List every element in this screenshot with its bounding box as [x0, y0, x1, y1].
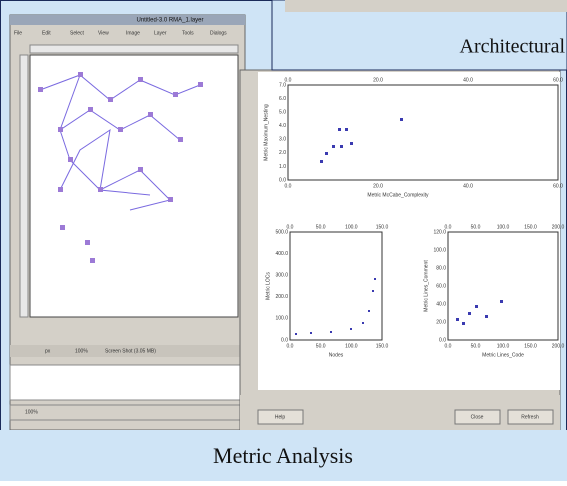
y-tick-label: 0.0 [439, 337, 446, 343]
y-tick-label: 0.0 [281, 337, 288, 343]
x-axis-label: Nodes [329, 352, 344, 358]
x-tick-label: 100.0 [345, 343, 358, 349]
top-label: Architectural [460, 36, 566, 58]
menu-item: Edit [42, 30, 51, 36]
y-tick-label: 100.0 [433, 247, 446, 253]
toolbar-strip [285, 0, 567, 12]
x-tick-label: 20.0 [373, 183, 383, 189]
x-tick-label: 0.0 [445, 343, 452, 349]
x-tick-label: 50.0 [316, 343, 326, 349]
x-axis-label: Metric Lines_Code [482, 352, 524, 358]
y-tick-label: 120.0 [433, 229, 446, 235]
x-tick-label: 0.0 [285, 183, 292, 189]
y-tick-label: 2.0 [279, 150, 286, 156]
button-label: Help [275, 414, 286, 420]
status-text: 100% [75, 348, 88, 354]
y-axis-label: Metric Lines_Comment [423, 260, 429, 312]
menu-item: Layer [154, 30, 167, 36]
y-tick-label: 40.0 [436, 301, 446, 307]
y-axis-label: Metric LOCs [265, 272, 271, 300]
x-tick-label: 40.0 [463, 183, 473, 189]
status-text: Screen Shot (3.05 MB) [105, 348, 156, 354]
y-tick-label: 4.0 [279, 123, 286, 129]
y-tick-label: 100.0 [275, 316, 288, 322]
x-tick-label: 150.0 [524, 343, 537, 349]
menu-item: Image [126, 30, 140, 36]
screenshot: Untitled-3.0 RMA_1.layer File Edit Select V… [0, 0, 567, 481]
x-tick-label: 100.0 [497, 224, 510, 230]
menu-item: Tools [182, 30, 194, 36]
y-axis-label: Metric Maximum_Nesting [263, 104, 269, 161]
button-label: Refresh [521, 414, 539, 420]
right-window [240, 70, 560, 430]
left-window: Untitled-3.0 RMA_1.layer [10, 15, 245, 430]
window-title: Untitled-3.0 RMA_1.layer [136, 18, 203, 24]
x-tick-label: 50.0 [316, 224, 326, 230]
y-tick-label: 6.0 [279, 96, 286, 102]
x-tick-label: 0.0 [287, 343, 294, 349]
y-tick-label: 0.0 [279, 177, 286, 183]
x-tick-label: 150.0 [524, 224, 537, 230]
x-tick-label: 60.0 [553, 77, 563, 83]
y-tick-label: 200.0 [275, 294, 288, 300]
x-tick-label: 200.0 [552, 224, 565, 230]
x-tick-label: 20.0 [373, 77, 383, 83]
y-tick-label: 400.0 [275, 251, 288, 257]
status-text: px [45, 348, 51, 354]
x-tick-label: 100.0 [345, 224, 358, 230]
y-tick-label: 5.0 [279, 109, 286, 115]
x-tick-label: 150.0 [376, 343, 389, 349]
y-tick-label: 300.0 [275, 273, 288, 279]
y-tick-label: 1.0 [279, 164, 286, 170]
y-tick-label: 500.0 [275, 229, 288, 235]
menu-item: View [98, 30, 109, 36]
y-tick-label: 20.0 [436, 319, 446, 325]
x-tick-label: 200.0 [552, 343, 565, 349]
menu-item: Select [70, 30, 85, 36]
x-tick-label: 50.0 [471, 343, 481, 349]
y-tick-label: 80.0 [436, 265, 446, 271]
menu-item: File [14, 30, 22, 36]
zoom-field: 100% [25, 409, 38, 415]
menu-item: Dialogs [210, 30, 227, 36]
x-tick-label: 60.0 [553, 183, 563, 189]
bottom-label: Metric Analysis [213, 443, 353, 468]
x-axis-label: Metric McCabe_Complexity [367, 192, 429, 198]
button-label: Close [471, 414, 484, 420]
y-tick-label: 60.0 [436, 283, 446, 289]
y-tick-label: 7.0 [279, 82, 286, 88]
x-tick-label: 100.0 [497, 343, 510, 349]
x-tick-label: 150.0 [376, 224, 389, 230]
x-tick-label: 40.0 [463, 77, 473, 83]
y-tick-label: 3.0 [279, 137, 286, 143]
x-tick-label: 50.0 [471, 224, 481, 230]
